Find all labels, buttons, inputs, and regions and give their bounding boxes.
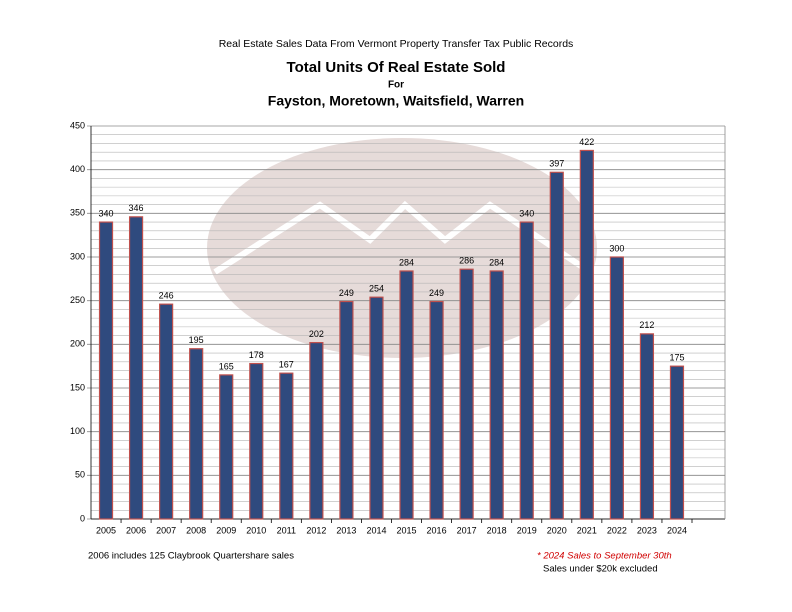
bar	[519, 221, 534, 520]
x-tick-label: 2024	[667, 525, 687, 535]
x-tick-label: 2020	[547, 525, 567, 535]
bar	[669, 365, 685, 520]
chart-title: Total Units Of Real Estate Sold	[287, 59, 506, 76]
bar	[128, 216, 144, 520]
x-tick-label: 2007	[156, 525, 176, 535]
y-tick-label: 100	[70, 426, 85, 436]
subtitle: Fayston, Moretown, Waitsfield, Warren	[268, 93, 524, 109]
data-label: 300	[609, 243, 624, 253]
data-label: 165	[219, 361, 234, 371]
x-tick-label: 2015	[397, 525, 417, 535]
bar	[279, 372, 294, 520]
bar	[579, 149, 594, 520]
data-label: 397	[549, 159, 564, 169]
x-tick-label: 2023	[637, 525, 657, 535]
bar	[219, 374, 234, 520]
y-tick-label: 400	[70, 164, 85, 174]
data-label: 340	[519, 208, 534, 218]
data-label: 249	[339, 288, 354, 298]
data-label: 212	[639, 320, 654, 330]
x-tick-label: 2011	[277, 525, 296, 535]
y-tick-label: 250	[70, 295, 85, 305]
data-label: 249	[429, 288, 444, 298]
x-tick-label: 2009	[216, 525, 236, 535]
data-label: 340	[99, 208, 114, 218]
bar	[399, 270, 414, 520]
bar	[309, 341, 324, 520]
bar	[489, 270, 504, 520]
bar	[459, 268, 474, 520]
bar	[98, 221, 114, 520]
header: Real Estate Sales Data From Vermont Prop…	[219, 38, 574, 50]
y-tick-label: 450	[70, 120, 85, 130]
bar	[549, 171, 564, 520]
x-tick-label: 2021	[577, 525, 597, 535]
y-tick-label: 300	[70, 251, 85, 261]
bar	[429, 300, 444, 520]
y-tick-label: 350	[70, 208, 85, 218]
x-tick-label: 2006	[126, 525, 146, 535]
note: 2006 includes 125 Claybrook Quartershare…	[88, 551, 294, 562]
data-label: 346	[129, 203, 144, 213]
bar	[639, 333, 655, 520]
bar	[609, 256, 624, 520]
data-label: 254	[369, 284, 384, 294]
y-tick-label: 50	[75, 470, 85, 480]
x-tick-label: 2016	[427, 525, 447, 535]
data-label: 202	[309, 329, 324, 339]
y-tick-label: 200	[70, 339, 85, 349]
bar	[249, 362, 264, 520]
x-tick-label: 2014	[366, 525, 386, 535]
data-label: 175	[669, 353, 684, 363]
note: Sales under $20k excluded	[543, 564, 658, 575]
x-tick-label: 2012	[306, 525, 326, 535]
bar	[339, 300, 354, 520]
x-tick-label: 2008	[186, 525, 206, 535]
subtitle: For	[388, 80, 404, 91]
bar	[159, 303, 174, 520]
x-tick-label: 2018	[487, 525, 507, 535]
x-tick-label: 2010	[246, 525, 266, 535]
x-tick-label: 2017	[457, 525, 477, 535]
y-tick-label: 150	[70, 382, 85, 392]
bar	[369, 296, 384, 520]
data-label: 286	[459, 256, 474, 266]
data-label: 284	[399, 257, 414, 267]
x-tick-label: 2013	[336, 525, 356, 535]
data-label: 167	[279, 360, 294, 370]
x-tick-label: 2019	[517, 525, 537, 535]
x-tick-label: 2005	[96, 525, 116, 535]
data-label: 284	[489, 257, 504, 267]
data-label: 422	[579, 137, 594, 147]
data-label: 246	[159, 291, 174, 301]
note: * 2024 Sales to September 30th	[537, 551, 672, 562]
data-label: 195	[189, 335, 204, 345]
bar	[189, 348, 204, 520]
x-tick-label: 2022	[607, 525, 627, 535]
y-tick-label: 0	[80, 513, 85, 523]
data-label: 178	[249, 350, 264, 360]
